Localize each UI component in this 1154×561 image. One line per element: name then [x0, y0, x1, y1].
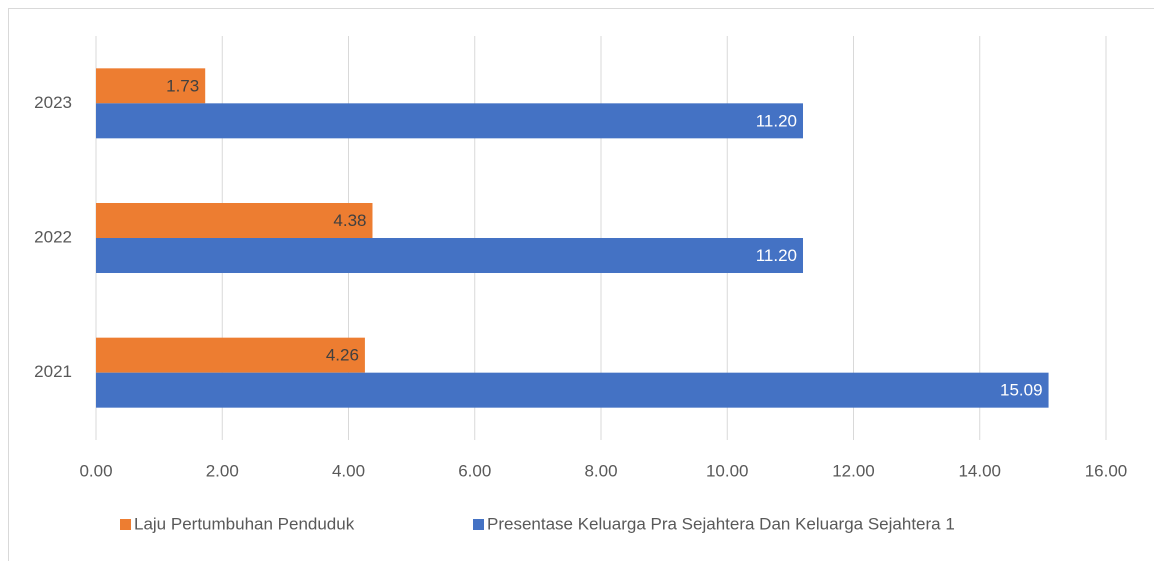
data-label: 4.38 — [333, 211, 366, 230]
bar — [96, 68, 206, 104]
x-tick-label: 8.00 — [584, 461, 617, 480]
data-label: 4.26 — [326, 346, 359, 365]
x-tick-label: 10.00 — [706, 461, 749, 480]
legend-swatch — [473, 519, 484, 530]
x-tick-label: 0.00 — [79, 461, 112, 480]
x-tick-label: 12.00 — [832, 461, 875, 480]
legend-label: Laju Pertumbuhan Penduduk — [134, 514, 355, 533]
x-tick-label: 4.00 — [332, 461, 365, 480]
x-tick-label: 16.00 — [1085, 461, 1128, 480]
bar — [96, 203, 373, 238]
x-tick-label: 6.00 — [458, 461, 491, 480]
legend-label: Presentase Keluarga Pra Sejahtera Dan Ke… — [487, 514, 955, 533]
bar — [96, 103, 803, 139]
data-label: 11.20 — [756, 111, 797, 130]
chart-frame — [8, 8, 1154, 561]
x-tick-label: 14.00 — [958, 461, 1001, 480]
bar — [96, 238, 803, 273]
y-tick-label: 2022 — [34, 227, 72, 246]
data-label: 11.20 — [756, 246, 797, 265]
y-tick-label: 2023 — [34, 93, 72, 112]
legend-swatch — [120, 519, 131, 530]
x-tick-label: 2.00 — [206, 461, 239, 480]
data-label: 1.73 — [166, 76, 199, 95]
data-label: 15.09 — [1000, 381, 1043, 400]
bar — [96, 337, 365, 373]
bar — [96, 372, 1049, 408]
y-tick-label: 2021 — [34, 362, 72, 381]
